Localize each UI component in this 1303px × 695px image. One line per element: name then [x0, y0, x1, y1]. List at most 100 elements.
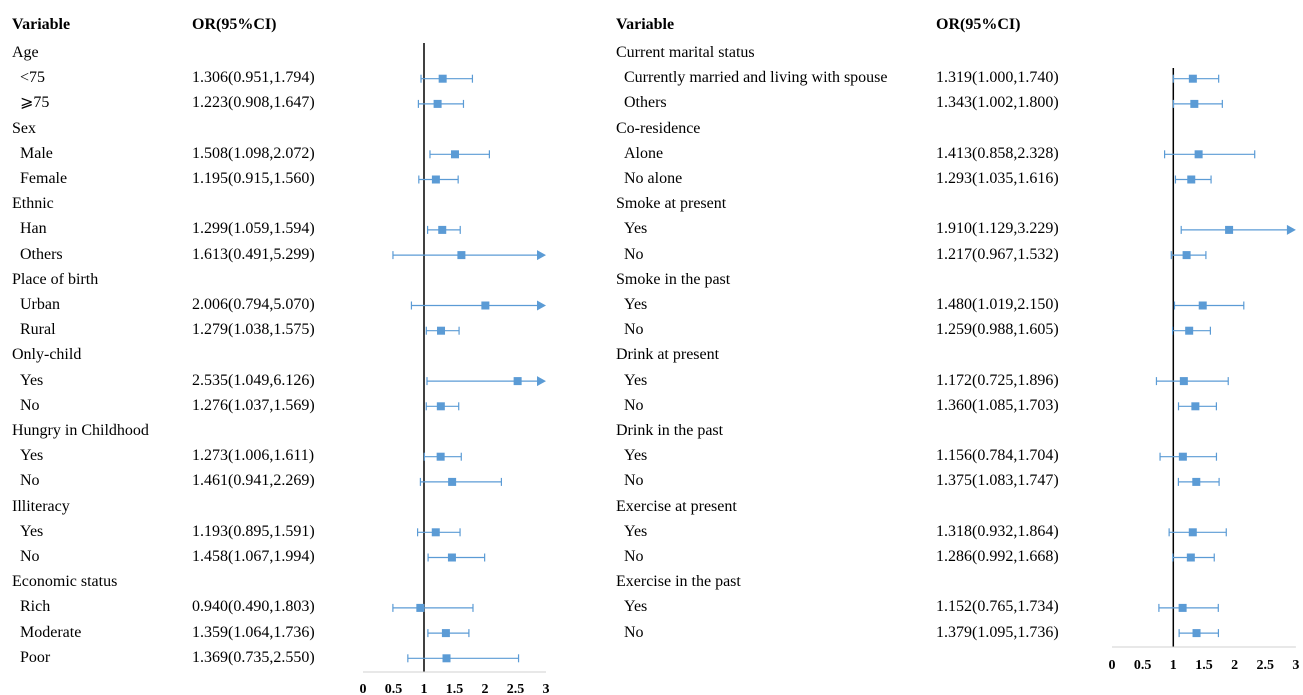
variable-label: No: [624, 548, 644, 565]
group-label: Exercise at present: [616, 497, 737, 515]
or-point: [1188, 74, 1197, 83]
or-point: [1186, 553, 1195, 562]
or-ci-value: 1.461(0.941,2.269): [192, 472, 315, 490]
or-point: [1225, 225, 1234, 234]
or-ci-value: 1.359(1.064,1.736): [192, 623, 315, 641]
variable-header: Variable: [12, 16, 71, 33]
group-label: Exercise in the past: [616, 573, 741, 591]
variable-label: Others: [624, 94, 667, 112]
group-label: Hungry in Childhood: [12, 422, 149, 439]
variable-label: Poor: [20, 648, 51, 666]
variable-label: Rural: [20, 321, 56, 339]
variable-label: No: [20, 396, 40, 414]
variable-label: Yes: [624, 296, 648, 313]
variable-label: No: [624, 321, 644, 339]
or-point: [1192, 477, 1201, 486]
or-point: [1198, 301, 1207, 310]
ci-arrow: [1286, 224, 1296, 235]
variable-label: No: [624, 472, 644, 490]
or-ci-value: 1.375(1.083,1.747): [936, 472, 1059, 490]
or-ci-value: 1.152(0.765,1.734): [936, 598, 1059, 616]
or-ci-value: 1.156(0.784,1.704): [936, 447, 1059, 465]
or-ci-value: 1.286(0.992,1.668): [936, 548, 1059, 565]
x-tick-label: 2: [482, 682, 489, 695]
variable-label: <75: [20, 69, 46, 87]
or-point: [416, 603, 425, 612]
group-label: Drink in the past: [616, 422, 724, 439]
or-ci-value: 1.508(1.098,2.072): [192, 144, 315, 162]
ci-arrow: [537, 300, 546, 311]
or-point: [513, 377, 522, 386]
or-ci-value: 1.293(1.035,1.616): [936, 170, 1059, 187]
or-point: [1190, 99, 1199, 108]
ci-arrow: [537, 376, 546, 387]
x-tick-label: 1.5: [446, 682, 464, 695]
x-tick-label: 1.5: [1195, 658, 1213, 673]
x-tick-label: 3: [1292, 658, 1299, 673]
or-ci-value: 1.613(0.491,5.299): [192, 245, 315, 263]
x-tick-label: 1: [421, 682, 428, 695]
variable-label: No alone: [624, 170, 683, 187]
variable-label: Rich: [20, 598, 51, 616]
variable-label: Alone: [624, 144, 664, 162]
group-label: Drink at present: [616, 346, 720, 364]
variable-label: Male: [20, 144, 53, 162]
x-tick-label: 2.5: [1257, 658, 1275, 673]
variable-label: No: [20, 548, 40, 565]
group-label: Place of birth: [12, 270, 99, 288]
or-point: [431, 528, 440, 537]
group-label: Smoke at present: [616, 195, 727, 213]
or-ci-value: 2.006(0.794,5.070): [192, 296, 315, 313]
x-tick-label: 3: [543, 682, 550, 695]
or-point: [436, 402, 445, 411]
variable-label: Yes: [624, 447, 648, 465]
variable-label: Yes: [20, 447, 44, 465]
or-point: [448, 477, 457, 486]
or-point: [1179, 377, 1188, 386]
or-point: [1194, 150, 1203, 159]
or-point: [436, 452, 445, 461]
or-ci-value: 1.413(0.858,2.328): [936, 144, 1059, 162]
or-ci-value: 1.910(1.129,3.229): [936, 220, 1059, 238]
variable-label: Yes: [20, 522, 44, 540]
variable-label: Moderate: [20, 623, 82, 641]
group-label: Co-residence: [616, 119, 701, 137]
group-label: Sex: [12, 119, 36, 137]
or-point: [1178, 603, 1187, 612]
variable-label: Urban: [20, 296, 60, 313]
or-ci-value: 1.172(0.725,1.896): [936, 371, 1059, 389]
variable-label: No: [624, 623, 644, 641]
variable-label: ⩾75: [20, 94, 50, 112]
group-label: Illiteracy: [12, 497, 70, 515]
variable-label: No: [624, 396, 644, 414]
or-ci-value: 1.223(0.908,1.647): [192, 94, 315, 112]
x-tick-label: 2: [1231, 658, 1238, 673]
or-ci-value: 0.940(0.490,1.803): [192, 598, 315, 616]
or-point: [450, 150, 459, 159]
variable-label: Yes: [624, 598, 648, 616]
or-ci-header: OR(95%CI): [192, 16, 277, 33]
or-point: [433, 99, 442, 108]
or-ci-value: 1.279(1.038,1.575): [192, 321, 315, 339]
group-label: Ethnic: [12, 195, 54, 213]
or-point: [437, 326, 446, 335]
x-tick-label: 1: [1170, 658, 1177, 673]
or-point: [442, 654, 451, 663]
or-point: [1182, 251, 1191, 260]
variable-header: Variable: [616, 16, 675, 33]
ci-arrow: [537, 250, 546, 261]
or-ci-value: 1.379(1.095,1.736): [936, 623, 1059, 641]
variable-label: Yes: [624, 220, 648, 238]
group-label: Smoke in the past: [616, 270, 731, 288]
x-tick-label: 0: [1109, 658, 1116, 673]
or-point: [438, 74, 447, 83]
x-tick-label: 0: [360, 682, 367, 695]
variable-label: Others: [20, 245, 63, 263]
or-ci-value: 1.306(0.951,1.794): [192, 69, 315, 87]
or-ci-value: 1.369(0.735,2.550): [192, 648, 315, 666]
or-point: [1188, 528, 1197, 537]
x-tick-label: 0.5: [1134, 658, 1152, 673]
or-ci-value: 1.299(1.059,1.594): [192, 220, 315, 238]
or-ci-value: 1.319(1.000,1.740): [936, 69, 1059, 87]
